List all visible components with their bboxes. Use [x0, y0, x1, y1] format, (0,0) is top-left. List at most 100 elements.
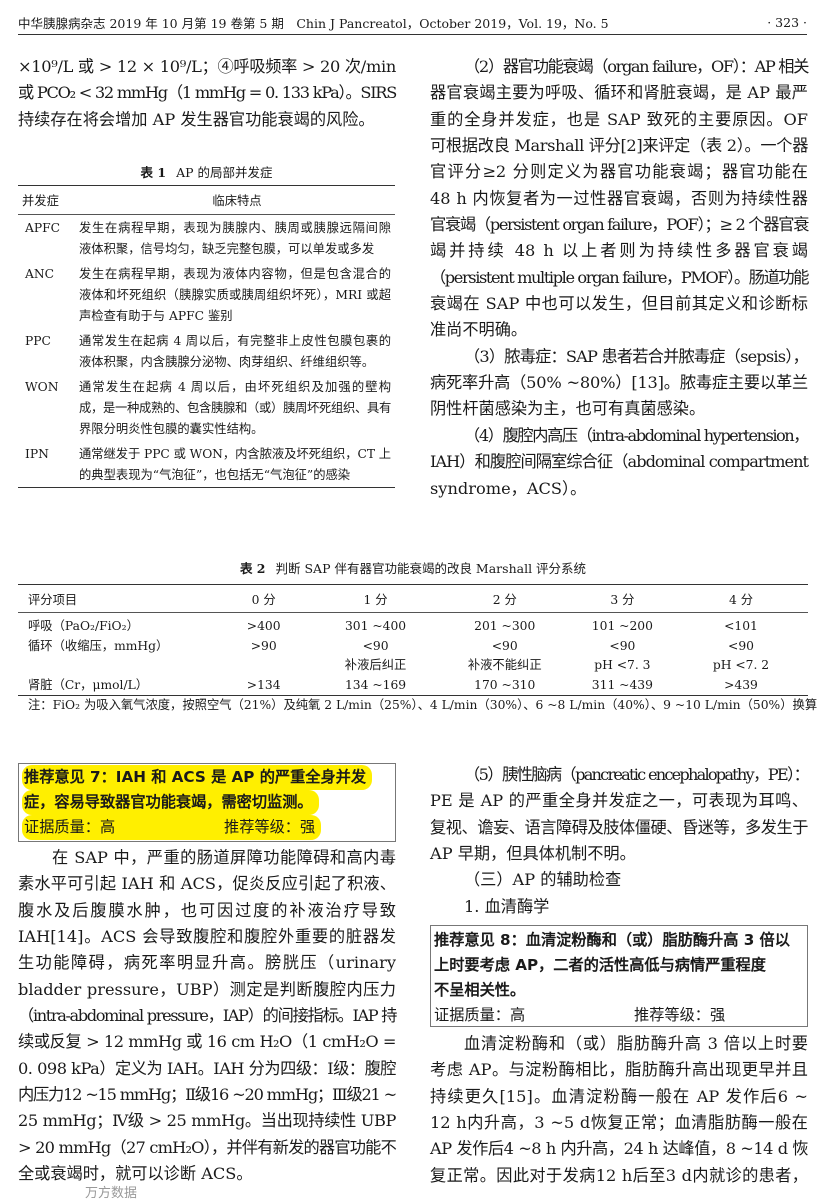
text-line: 可根据改良 Marshall 评分[2]来评定（表 2）。一个器: [430, 136, 808, 156]
text-line: 25 mmHg；Ⅳ级 > 25 mmHg。当出现持续性 UBP: [18, 1111, 396, 1131]
text-line: AP 发作后4 ~8 h 内升高，24 h 达峰值，8 ~14 d 恢: [430, 1139, 809, 1159]
score-value: >439: [724, 677, 758, 692]
table1-title: 表 1 AP 的局部并发症: [18, 162, 395, 181]
text-line: 在 SAP 中，严重的肠道屏障功能障碍和高内毒: [52, 848, 396, 867]
feature-line: 发生在病程早期，表现为液体内容物，但是包含混合的: [79, 267, 391, 281]
table2-header: 2 分: [438, 584, 571, 613]
feature-line: 声检查有助于与 APFC 鉴别: [79, 309, 233, 323]
text-line: 官衰竭（persistent organ failure，POF）；≥ 2 个器…: [430, 215, 809, 235]
text-line: 衰竭在 SAP 中也可以发生，但目前其定义和诊断标: [430, 294, 808, 314]
score-value: [215, 656, 312, 676]
feature-line: 液体和坏死组织（胰腺实质或胰周组织坏死），MRI 或超: [79, 288, 391, 302]
text-line: 12 h内升高，3 ~5 d恢复正常；血清脂肪酶一般在: [430, 1113, 808, 1133]
score-item: 肾脏（Cr，μmol/L）: [28, 677, 149, 692]
text-line: 考虑 AP。与淀粉酶相比，脂肪酶升高出现更早并且: [430, 1060, 808, 1080]
feature-line: 通常发生在起病 4 周以后，由坏死组织及加强的壁构: [79, 380, 391, 394]
table2-label: 表 2: [239, 561, 266, 576]
score-value: >90: [250, 638, 277, 653]
text-line: （4）腹腔内高压（intra-abdominal hypertension，: [464, 425, 810, 445]
rec7-evidence-row: 证据质量：高 推荐等级：强: [22, 815, 322, 840]
table2-row: 肾脏（Cr，μmol/L） >134 134 ~169 170 ~310 311 ~43…: [18, 676, 808, 696]
right-column-mid-text: （5）胰性脑病（pancreatic encephalopathy，PE）： PE…: [430, 762, 810, 920]
table2-row: 循环（收缩压，mmHg） >90 <90 <90 <90 <90: [18, 637, 808, 657]
complication-name: APFC: [25, 221, 61, 235]
journal-citation: 中华胰腺病杂志 2019 年 10 月第 19 卷第 5 期 Chin J Pa…: [18, 15, 609, 31]
text-line: 素水平可引起 IAH 和 ACS，促炎反应引起了积液、: [18, 874, 396, 894]
text-line: 全或衰竭时，就可以诊断 ACS。: [18, 1164, 253, 1184]
right-column-bottom-text: 血清淀粉酶和（或）脂肪酶升高 3 倍以上时要考虑 AP。与淀粉酶相比，脂肪酶升高…: [430, 1031, 809, 1189]
score-value: 134 ~169: [344, 677, 407, 692]
feature-line: 通常继发于 PPC 或 WON，内含脓液及坏死组织，CT 上: [79, 447, 391, 461]
text-line: （5）胰性脑病（pancreatic encephalopathy，PE）：: [464, 765, 810, 784]
text-line: 或 PCO₂ < 32 mmHg（1 mmHg = 0. 133 kPa）。SI…: [18, 83, 397, 103]
text-line: 1. 血清酶学: [464, 896, 550, 916]
table1-row: PPC 通常发生在起病 4 周以后，有完整非上皮性包膜包裹的 液体积聚，内含胰腺分泌…: [18, 328, 395, 374]
text-line: 血清淀粉酶和（或）脂肪酶升高 3 倍以上时要: [464, 1034, 808, 1053]
feature-line: 通常发生在起病 4 周以后，有完整非上皮性包膜包裹的: [79, 334, 391, 348]
score-value: 170 ~310: [474, 677, 536, 692]
text-line: （2）器官功能衰竭（organ failure，OF）：AP 相关: [464, 57, 809, 76]
clinical-features: 通常发生在起病 4 周以后，有完整非上皮性包膜包裹的 液体积聚，内含胰腺分泌物、肉…: [79, 328, 395, 374]
score-value: 311 ~439: [591, 677, 653, 692]
recommendation-7-box: 推荐意见 7：IAH 和 ACS 是 AP 的严重全身并发 症，容易导致器官功能…: [18, 763, 396, 842]
rec7-line2: 症，容易导致器官功能衰竭，需密切监测。: [22, 790, 319, 815]
score-value: >134: [246, 677, 281, 692]
table1-row: APFC 发生在病程早期，表现为胰腺内、胰周或胰腺远隔间隙 液体积聚，信号均匀，缺乏…: [18, 215, 395, 262]
table2-note: 注：FiO₂ 为吸入氧气浓度，按照空气（21%）及纯氧 2 L/min（25%）…: [28, 698, 818, 712]
score-value: >400: [246, 619, 281, 633]
feature-line: 成，是一种成熟的、包含胰腺和（或）胰周坏死组织、具有: [79, 401, 391, 415]
clinical-features: 发生在病程早期，表现为液体内容物，但是包含混合的 液体和坏死组织（胰腺实质或胰周组…: [79, 261, 395, 328]
text-line: 持续存在将会增加 AP 发生器官功能衰竭的风险。: [18, 109, 375, 129]
complication-name: IPN: [25, 447, 49, 461]
table2-title-text: 判断 SAP 伴有器官功能衰竭的改良 Marshall 评分系统: [275, 561, 587, 576]
complication-name: WON: [25, 380, 59, 394]
text-line: 复视、谵妄、语言障碍及肢体僵硬、昏迷等，多发生于: [430, 817, 809, 837]
feature-line: 界限分明炎性包膜的囊实性结构。: [79, 422, 264, 436]
right-column-top-text: （2）器官功能衰竭（organ failure，OF）：AP 相关器官衰竭主要为…: [430, 54, 810, 502]
table2-header: 评分项目: [18, 584, 215, 613]
feature-line: 发生在病程早期，表现为胰腺内、胰周或胰腺远隔间隙: [79, 221, 391, 235]
feature-line: 液体积聚，内含胰腺分泌物、肉芽组织、纤维组织等。: [79, 355, 375, 369]
feature-line: 液体积聚，信号均匀，缺乏完整包膜，可以单发或多发: [79, 242, 375, 256]
text-line: > 20 mmHg（27 cmH₂O），并伴有新发的器官功能不: [18, 1137, 397, 1157]
text-line: （persistent multiple organ failure，PMOF）…: [430, 267, 809, 287]
text-line: 重的全身并发症，也是 SAP 致死的主要原因。OF: [430, 109, 808, 129]
text-line: 生功能障碍，病死率明显升高。膀胱压（urinary: [18, 953, 396, 973]
page-number: · 323 ·: [767, 14, 807, 30]
recommendation-8-box: 推荐意见 8：血清淀粉酶和（或）脂肪酶升高 3 倍以 上时要考虑 AP，二者的活…: [430, 925, 808, 1027]
score-value: pH <7. 2: [712, 658, 770, 672]
watermark: 万方数据: [85, 1186, 138, 1201]
score-item: 呼吸（PaO₂/FiO₂）: [28, 619, 139, 633]
table1-title-text: AP 的局部并发症: [176, 165, 273, 180]
table1-header: 临床特点: [79, 185, 395, 215]
rec7-quality: 证据质量：高: [24, 818, 116, 836]
text-line: syndrome，ACS）。: [430, 478, 587, 498]
text-line: 阴性杆菌感染为主，也可有真菌感染。: [430, 399, 706, 419]
rec7-line1: 推荐意见 7：IAH 和 ACS 是 AP 的严重全身并发: [22, 765, 373, 790]
complication-name: PPC: [25, 334, 51, 348]
text-line: 器官衰竭主要为呼吸、循环和肾脏衰竭，是 AP 最严: [430, 83, 808, 103]
rec8-quality: 证据质量：高: [434, 1006, 526, 1024]
rec8-evidence-row: 证据质量：高 推荐等级：强: [431, 1003, 807, 1028]
rec8-line1: 推荐意见 8：血清淀粉酶和（或）脂肪酶升高 3 倍以: [434, 931, 790, 949]
score-value: 301 ~400: [344, 619, 407, 633]
score-value: <90: [491, 638, 518, 653]
score-value: 101 ~200: [591, 619, 653, 633]
table2-title: 表 2 判断 SAP 伴有器官功能衰竭的改良 Marshall 评分系统: [18, 558, 808, 577]
rec8-line3: 不呈相关性。: [434, 981, 526, 999]
text-line: （3）脓毒症：SAP 患者若合并脓毒症（sepsis），: [464, 346, 809, 366]
text-line: 竭并持续 48 h 以上者则为持续性多器官衰竭: [430, 241, 808, 261]
complication-name: ANC: [25, 267, 55, 281]
table1-row: WON 通常发生在起病 4 周以后，由坏死组织及加强的壁构 成，是一种成熟的、包含胰…: [18, 374, 395, 441]
text-line: 官评分≥2 分则定义为器官功能衰竭；器官功能在: [430, 162, 808, 182]
rec7-grade: 推荐等级：强: [224, 818, 316, 836]
text-line: 续或反复 > 12 mmHg 或 16 cm H₂O（1 cmH₂O =: [18, 1032, 397, 1052]
score-value: 补液后纠正: [344, 658, 407, 672]
score-item: [18, 656, 215, 676]
table1-row: ANC 发生在病程早期，表现为液体内容物，但是包含混合的 液体和坏死组织（胰腺实质或…: [18, 261, 395, 328]
table2-row: 补液后纠正 补液不能纠正 pH <7. 3 pH <7. 2: [18, 656, 808, 676]
text-line: 48 h 内恢复者为一过性器官衰竭，否则为持续性器: [430, 188, 808, 208]
text-line: 准尚不明确。: [430, 320, 528, 340]
table2-header: 3 分: [570, 584, 674, 613]
